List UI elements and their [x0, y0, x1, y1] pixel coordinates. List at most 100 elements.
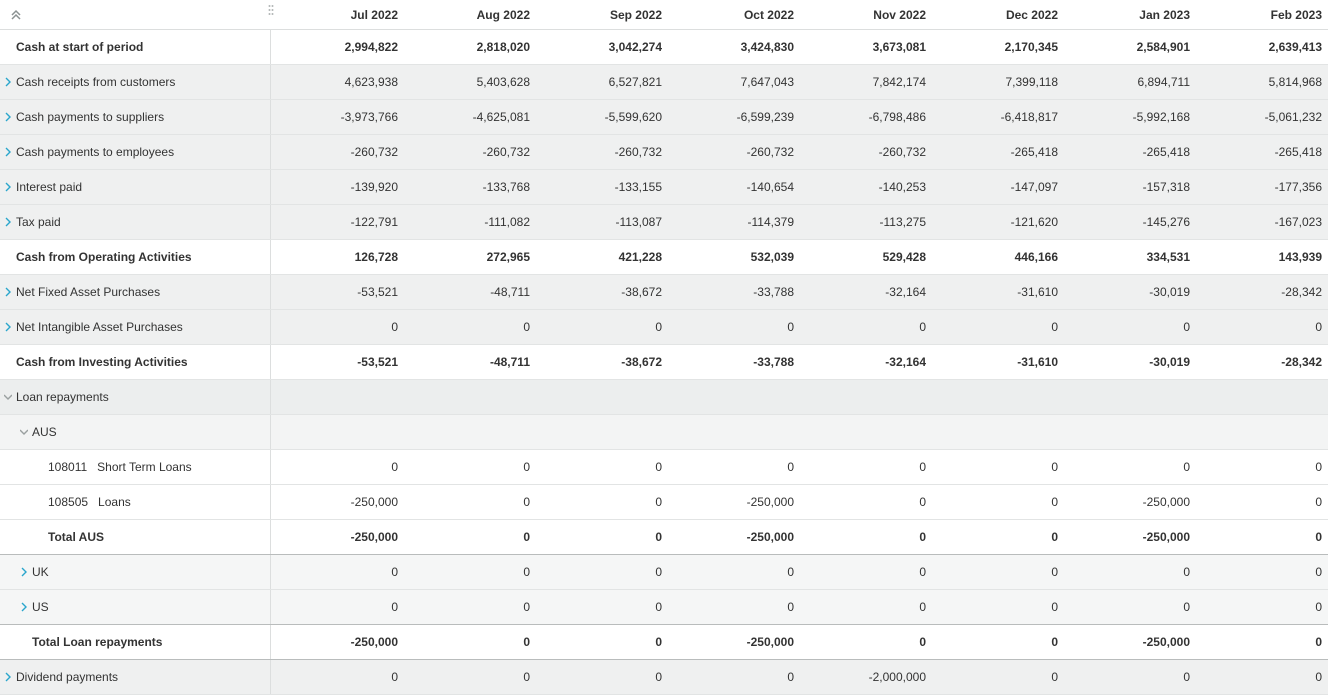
- expand-chevron[interactable]: [4, 182, 12, 192]
- value-cell: -28,342: [1281, 355, 1322, 369]
- row-label-cell: Interest paid: [0, 170, 271, 204]
- value-cell: -265,418: [1142, 145, 1190, 159]
- value-cell: -53,521: [357, 355, 398, 369]
- column-header[interactable]: Dec 2022: [1005, 7, 1058, 22]
- row-label-cell: Cash receipts from customers: [0, 65, 271, 99]
- collapse-chevron[interactable]: [20, 427, 28, 437]
- value-cell: -31,610: [1017, 355, 1058, 369]
- expand-chevron[interactable]: [20, 602, 28, 612]
- value-cell: 7,647,043: [740, 75, 794, 89]
- table-row: AUS: [0, 415, 1328, 450]
- value-cell: -250,000: [350, 635, 398, 649]
- row-label-cell: Net Intangible Asset Purchases: [0, 310, 271, 344]
- value-cell: 0: [523, 635, 530, 649]
- expand-chevron[interactable]: [4, 217, 12, 227]
- value-cell: 5,814,968: [1268, 75, 1322, 89]
- value-cell: 446,166: [1014, 250, 1058, 264]
- row-label: 108011 Short Term Loans: [48, 460, 192, 474]
- value-cell: 0: [1315, 565, 1322, 579]
- column-header[interactable]: Sep 2022: [609, 7, 662, 22]
- value-cell: -6,418,817: [1000, 110, 1058, 124]
- expand-chevron[interactable]: [4, 77, 12, 87]
- value-cell: -33,788: [753, 285, 794, 299]
- value-cell: 0: [1183, 460, 1190, 474]
- row-label-cell: Cash payments to employees: [0, 135, 271, 169]
- value-cell: 0: [1051, 530, 1058, 544]
- value-cell: -5,061,232: [1264, 110, 1322, 124]
- value-cell: -147,097: [1010, 180, 1058, 194]
- account-code: 108505: [48, 495, 89, 509]
- table-row: Cash payments to employees -260,732 -260,7…: [0, 135, 1328, 170]
- value-cell: -139,920: [350, 180, 398, 194]
- column-header[interactable]: Nov 2022: [873, 7, 926, 22]
- row-label: Interest paid: [16, 180, 83, 194]
- value-cell: 0: [1183, 670, 1190, 684]
- expand-chevron[interactable]: [4, 147, 12, 157]
- row-label: Net Intangible Asset Purchases: [16, 320, 183, 334]
- value-cell: -145,276: [1142, 215, 1190, 229]
- value-cell: 3,673,081: [872, 40, 926, 54]
- value-cell: 0: [655, 495, 662, 509]
- table-row: US 0 0 0 0 0 0 0 0: [0, 590, 1328, 625]
- table-row: Cash payments to suppliers -3,973,766 -4,6…: [0, 100, 1328, 135]
- row-label-cell: Cash at start of period: [0, 30, 271, 64]
- value-cell: -32,164: [885, 285, 926, 299]
- value-cell: 0: [523, 320, 530, 334]
- expand-chevron[interactable]: [4, 287, 12, 297]
- column-resize-grip[interactable]: [268, 4, 274, 16]
- value-cell: 0: [919, 565, 926, 579]
- value-cell: -167,023: [1274, 215, 1322, 229]
- collapse-all-icon[interactable]: [9, 8, 23, 22]
- row-label-cell: Loan repayments: [0, 380, 271, 414]
- table-row: UK 0 0 0 0 0 0 0 0: [0, 555, 1328, 590]
- table-row: Dividend payments 0 0 0 0 -2,000,000 0 0 0: [0, 660, 1328, 695]
- row-label: 108505 Loans: [48, 495, 131, 509]
- expand-chevron[interactable]: [4, 112, 12, 122]
- value-cell: -114,379: [747, 215, 794, 229]
- expand-chevron[interactable]: [4, 322, 12, 332]
- value-cell: 0: [1183, 320, 1190, 334]
- value-cell: -38,672: [621, 285, 662, 299]
- value-cell: -177,356: [1274, 180, 1322, 194]
- column-header[interactable]: Feb 2023: [1270, 7, 1322, 22]
- value-cell: -250,000: [746, 530, 794, 544]
- column-header[interactable]: Jan 2023: [1139, 7, 1190, 22]
- value-cell: 0: [523, 600, 530, 614]
- value-cell: 6,894,711: [1137, 75, 1191, 89]
- value-cell: 0: [391, 670, 398, 684]
- value-cell: 532,039: [750, 250, 794, 264]
- row-label: Cash at start of period: [16, 40, 144, 54]
- column-header[interactable]: Oct 2022: [743, 7, 794, 22]
- value-cell: -133,155: [614, 180, 662, 194]
- column-header[interactable]: Jul 2022: [350, 7, 398, 22]
- value-cell: 0: [655, 670, 662, 684]
- value-cell: -113,087: [615, 215, 662, 229]
- table-row: Cash from Investing Activities -53,521 -48…: [0, 345, 1328, 380]
- value-cell: 0: [1051, 565, 1058, 579]
- value-cell: 0: [655, 600, 662, 614]
- value-cell: 421,228: [618, 250, 662, 264]
- column-header[interactable]: Aug 2022: [476, 7, 530, 22]
- value-cell: 0: [1315, 600, 1322, 614]
- value-cell: 0: [391, 460, 398, 474]
- expand-chevron[interactable]: [20, 567, 28, 577]
- value-cell: 0: [1183, 600, 1190, 614]
- value-cell: -260,732: [614, 145, 662, 159]
- value-cell: -260,732: [482, 145, 530, 159]
- value-cell: -250,000: [1142, 495, 1190, 509]
- value-cell: -250,000: [746, 495, 794, 509]
- value-cell: -38,672: [621, 355, 662, 369]
- value-cell: -260,732: [350, 145, 398, 159]
- value-cell: -140,253: [878, 180, 926, 194]
- row-label-cell: UK: [0, 555, 271, 589]
- collapse-chevron[interactable]: [4, 392, 12, 402]
- row-label-cell: 108011 Short Term Loans: [0, 450, 271, 484]
- account-code: 108011: [48, 460, 88, 474]
- expand-chevron[interactable]: [4, 672, 12, 682]
- row-label: Cash from Operating Activities: [16, 250, 192, 264]
- value-cell: -121,620: [1010, 215, 1058, 229]
- value-cell: 5,403,628: [476, 75, 530, 89]
- table-row: Interest paid -139,920 -133,768 -133,155 -14…: [0, 170, 1328, 205]
- value-cell: 0: [523, 565, 530, 579]
- value-cell: 0: [523, 530, 530, 544]
